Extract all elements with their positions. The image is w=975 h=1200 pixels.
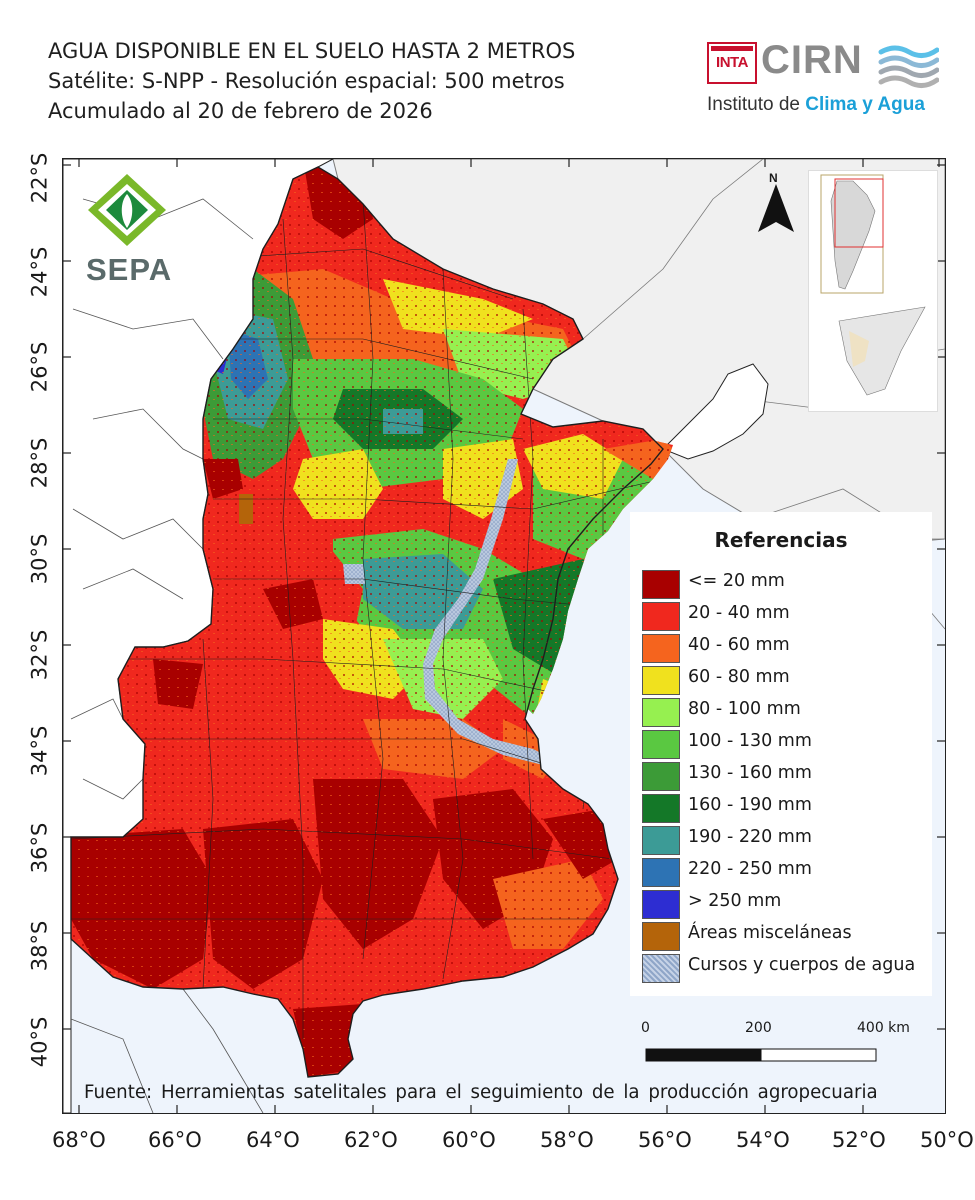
- legend-swatch: [642, 922, 680, 951]
- map-title-block: AGUA DISPONIBLE EN EL SUELO HASTA 2 METR…: [48, 36, 575, 126]
- map-subtitle-date: Acumulado al 20 de febrero de 2026: [48, 99, 433, 123]
- lon-label-50w: 50°O: [920, 1128, 974, 1152]
- lat-label-32s: 32°S: [27, 629, 52, 681]
- map-frame: [62, 158, 946, 1114]
- legend-item: 160 - 190 mm: [642, 792, 932, 823]
- locator-inset: [808, 170, 938, 412]
- north-label: N: [769, 171, 778, 185]
- locator-map: [820, 174, 926, 396]
- lon-label-62w: 62°O: [344, 1128, 398, 1152]
- lon-label-52w: 52°O: [832, 1128, 886, 1152]
- lat-label-38s: 38°S: [27, 920, 52, 972]
- lon-label-58w: 58°O: [540, 1128, 594, 1152]
- legend-item: Áreas misceláneas: [642, 920, 932, 951]
- legend-swatch: [642, 826, 680, 855]
- inta-cirn-logo: INTA CIRN Instituto de Clima y Agua: [705, 38, 945, 122]
- lat-label-30s: 30°S: [27, 533, 52, 585]
- mar-chiquita-lake: [343, 564, 365, 584]
- lat-label-36s: 36°S: [27, 822, 52, 874]
- sepa-leaf-icon: [88, 174, 166, 246]
- institute-name: Instituto de Clima y Agua: [707, 94, 925, 116]
- legend-item: 20 - 40 mm: [642, 600, 932, 631]
- sepa-logo-text: SEPA: [86, 252, 173, 287]
- department-boundaries: [71, 198, 664, 1039]
- soil-water-map: [63, 159, 945, 1113]
- lat-label-40s: 40°S: [27, 1016, 52, 1068]
- lon-label-56w: 56°O: [638, 1128, 692, 1152]
- parana-river: [423, 459, 553, 765]
- north-arrow-icon: [758, 184, 794, 232]
- legend-label: 20 - 40 mm: [688, 603, 790, 623]
- legend-label: 190 - 220 mm: [688, 827, 812, 847]
- legend-label: 40 - 60 mm: [688, 635, 790, 655]
- scale-label-0: 0: [641, 1020, 650, 1036]
- legend-item: 130 - 160 mm: [642, 760, 932, 791]
- legend-swatch: [642, 890, 680, 919]
- legend-swatch: [642, 762, 680, 791]
- legend-label: 60 - 80 mm: [688, 667, 790, 687]
- legend-label: 80 - 100 mm: [688, 699, 801, 719]
- scale-bar-graphic: [645, 1048, 877, 1062]
- cirn-logo-text: CIRN: [761, 38, 863, 82]
- inta-logo: INTA: [707, 42, 757, 84]
- lat-label-22s: 22°S: [27, 152, 52, 204]
- legend-label: 130 - 160 mm: [688, 763, 812, 783]
- legend-swatch: [642, 858, 680, 887]
- legend-swatch: [642, 634, 680, 663]
- institute-prefix: Instituto de: [707, 94, 800, 115]
- map-subtitle-satellite: Satélite: S-NPP - Resolución espacial: 5…: [48, 69, 565, 93]
- lat-label-24s: 24°S: [27, 246, 52, 298]
- legend-item: > 250 mm: [642, 888, 932, 919]
- legend-item: 40 - 60 mm: [642, 632, 932, 663]
- legend-item: 60 - 80 mm: [642, 664, 932, 695]
- legend-item: Cursos y cuerpos de agua: [642, 952, 932, 983]
- lat-label-26s: 26°S: [27, 341, 52, 393]
- legend-swatch: [642, 954, 680, 983]
- lon-label-54w: 54°O: [736, 1128, 790, 1152]
- legend-item: 190 - 220 mm: [642, 824, 932, 855]
- legend-label: > 250 mm: [688, 891, 782, 911]
- legend-swatch: [642, 666, 680, 695]
- legend-item: 220 - 250 mm: [642, 856, 932, 887]
- lon-label-60w: 60°O: [442, 1128, 496, 1152]
- legend-label: 100 - 130 mm: [688, 731, 812, 751]
- legend-title: Referencias: [714, 528, 848, 552]
- legend-swatch: [642, 698, 680, 727]
- legend-label: Cursos y cuerpos de agua: [688, 955, 916, 975]
- scale-label-400: 400 km: [857, 1020, 910, 1036]
- source-credit: Fuente: Herramientas satelitales para el…: [84, 1082, 878, 1103]
- misc-area: [239, 494, 253, 524]
- legend-label: 220 - 250 mm: [688, 859, 812, 879]
- misiones-region: [662, 363, 769, 460]
- legend: Referencias <= 20 mm 20 - 40 mm 40 - 60 …: [630, 512, 932, 996]
- legend-item: <= 20 mm: [642, 568, 932, 599]
- legend-label: <= 20 mm: [688, 571, 785, 591]
- graticule-ticks: [63, 159, 945, 1113]
- legend-swatch: [642, 602, 680, 631]
- lat-label-28s: 28°S: [27, 437, 52, 489]
- lat-label-34s: 34°S: [27, 725, 52, 777]
- legend-label: Áreas misceláneas: [688, 923, 852, 943]
- legend-swatch: [642, 794, 680, 823]
- lon-label-68w: 68°O: [52, 1128, 106, 1152]
- legend-label: 160 - 190 mm: [688, 795, 812, 815]
- legend-item: 100 - 130 mm: [642, 728, 932, 759]
- legend-swatch: [642, 570, 680, 599]
- legend-item: 80 - 100 mm: [642, 696, 932, 727]
- legend-swatch: [642, 730, 680, 759]
- institute-highlight: Clima y Agua: [805, 94, 925, 115]
- map-title: AGUA DISPONIBLE EN EL SUELO HASTA 2 METR…: [48, 39, 576, 63]
- waves-icon: [878, 45, 939, 88]
- lon-label-64w: 64°O: [246, 1128, 300, 1152]
- lon-label-66w: 66°O: [148, 1128, 202, 1152]
- sepa-logo: SEPA: [82, 170, 172, 295]
- inta-logo-text: INTA: [716, 54, 748, 71]
- scale-label-200: 200: [745, 1020, 772, 1036]
